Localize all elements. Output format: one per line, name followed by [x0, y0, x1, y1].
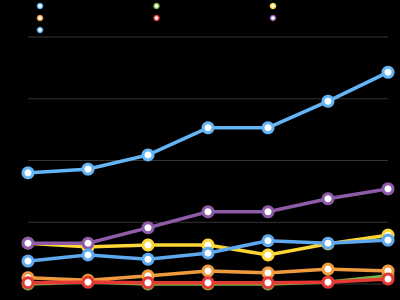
point [261, 121, 275, 135]
point [81, 248, 95, 262]
legend-marker [153, 14, 160, 22]
point [81, 162, 95, 176]
point [261, 276, 275, 290]
point [141, 276, 155, 290]
point [321, 262, 335, 276]
legend-marker [36, 14, 44, 22]
point [321, 275, 335, 289]
point [261, 234, 275, 248]
point [141, 252, 155, 266]
point [381, 65, 395, 79]
point [201, 276, 215, 290]
point [201, 205, 215, 219]
point [381, 272, 395, 286]
point [261, 248, 275, 262]
point [381, 182, 395, 196]
point [201, 121, 215, 135]
legend-marker [36, 26, 44, 34]
legend-marker [153, 2, 160, 10]
point [21, 236, 35, 250]
legend-marker [269, 2, 277, 10]
point [141, 221, 155, 235]
point [201, 264, 215, 278]
point [321, 192, 335, 206]
point [21, 254, 35, 268]
point [21, 276, 35, 290]
point [261, 205, 275, 219]
legend-marker [36, 2, 44, 10]
point [321, 236, 335, 250]
legend-marker [269, 14, 277, 22]
point [321, 94, 335, 108]
point [141, 148, 155, 162]
point [201, 246, 215, 260]
point [21, 166, 35, 180]
point [81, 275, 95, 289]
point [381, 233, 395, 247]
point [81, 236, 95, 250]
point [141, 238, 155, 252]
